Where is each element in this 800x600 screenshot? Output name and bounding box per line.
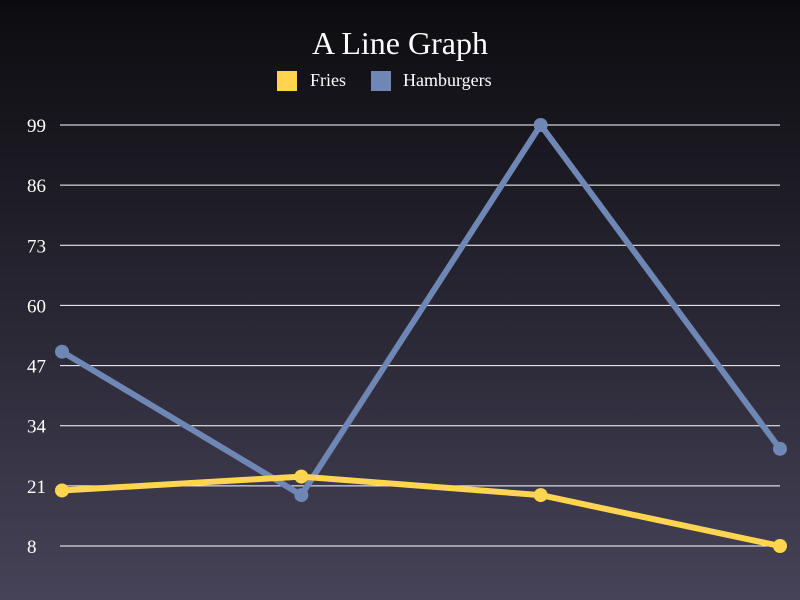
data-point-fries: [533, 488, 548, 503]
data-point-fries: [773, 539, 787, 553]
legend-swatch: [371, 71, 391, 91]
y-tick-label: 73: [27, 236, 46, 257]
data-point-hamburgers: [533, 118, 548, 132]
legend-label: Hamburgers: [403, 70, 492, 90]
data-point-hamburgers: [773, 441, 787, 456]
series-line-hamburgers: [59, 122, 783, 499]
y-tick-label: 47: [27, 357, 46, 378]
data-point-fries: [55, 483, 69, 498]
chart-title: A Line Graph: [312, 25, 488, 61]
series-line-fries: [59, 473, 783, 549]
legend-swatch: [277, 71, 297, 91]
series-points: [55, 118, 787, 553]
series-lines: [59, 122, 783, 549]
y-tick-label: 34: [27, 417, 47, 438]
y-tick-label: 21: [27, 477, 46, 498]
y-tick-label: 99: [27, 116, 46, 137]
data-point-hamburgers: [294, 488, 309, 503]
legend-label: Fries: [310, 70, 346, 90]
data-point-fries: [294, 469, 309, 484]
data-point-hamburgers: [55, 344, 69, 359]
y-tick-label: 60: [27, 296, 46, 317]
y-tick-label: 86: [27, 176, 46, 197]
y-tick-label: 8: [27, 537, 37, 558]
legend: Fries Hamburgers: [277, 70, 492, 91]
y-axis: 8 21 34 47 60 73 86 99: [27, 116, 47, 558]
